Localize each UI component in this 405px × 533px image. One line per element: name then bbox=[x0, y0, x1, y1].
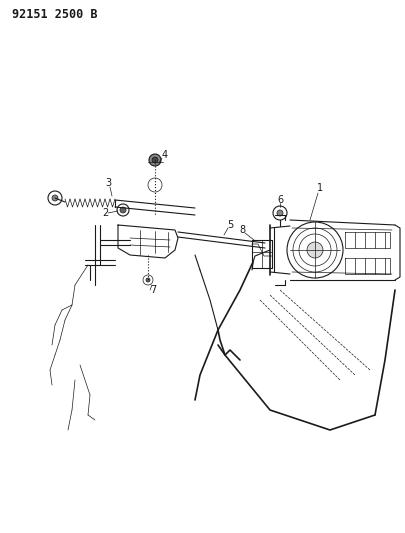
Circle shape bbox=[276, 210, 282, 216]
Text: 7: 7 bbox=[149, 285, 156, 295]
Circle shape bbox=[52, 195, 58, 201]
Text: 2: 2 bbox=[102, 208, 108, 218]
Circle shape bbox=[306, 242, 322, 258]
Circle shape bbox=[146, 278, 149, 282]
Text: 4: 4 bbox=[162, 150, 168, 160]
Text: 92151 2500 B: 92151 2500 B bbox=[12, 8, 97, 21]
Circle shape bbox=[151, 157, 158, 163]
Text: 1: 1 bbox=[316, 183, 322, 193]
Text: 3: 3 bbox=[104, 178, 111, 188]
Circle shape bbox=[120, 207, 126, 213]
Text: 6: 6 bbox=[276, 195, 282, 205]
Text: 8: 8 bbox=[239, 225, 245, 235]
Text: 5: 5 bbox=[226, 220, 232, 230]
Circle shape bbox=[149, 154, 161, 166]
